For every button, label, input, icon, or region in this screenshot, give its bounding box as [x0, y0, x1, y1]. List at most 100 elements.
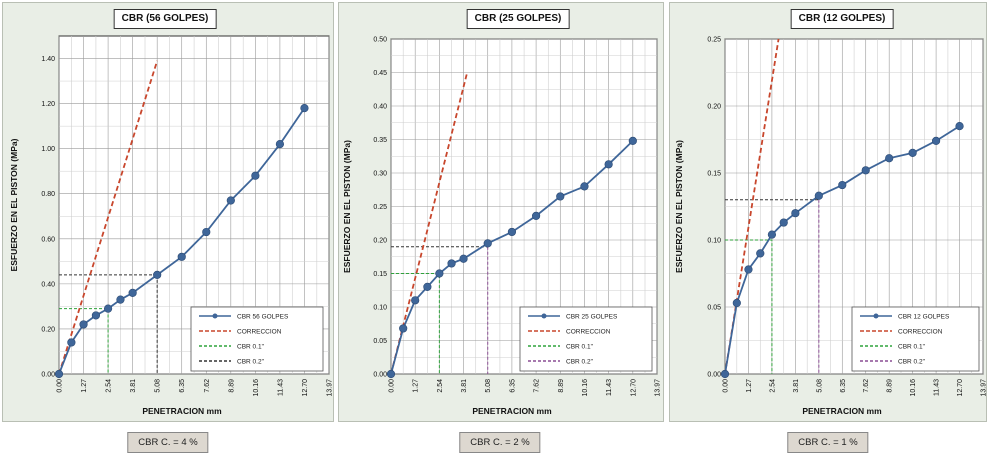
- x-tick-label: 3.81: [793, 379, 800, 393]
- x-tick-label: 3.81: [130, 379, 137, 393]
- data-point: [91, 311, 101, 320]
- legend-label: CBR 0.2": [898, 359, 926, 366]
- data-point: [507, 227, 517, 237]
- legend-label: CORRECCION: [237, 329, 282, 336]
- data-point: [459, 254, 468, 263]
- correction-line: [58, 60, 159, 375]
- x-tick-label: 7.62: [204, 379, 211, 393]
- y-tick-label: 1.40: [41, 56, 55, 63]
- data-point: [275, 140, 285, 149]
- x-tick-label: 2.54: [769, 379, 776, 393]
- legend-box: [190, 306, 324, 372]
- y-axis-label: ESFUERZO EN EL PISTON (MPa): [674, 140, 684, 273]
- y-tick-label: 0.25: [373, 204, 387, 211]
- data-point: [386, 369, 396, 379]
- data-point: [423, 282, 432, 292]
- data-point: [202, 227, 211, 237]
- cbr-01-guide: [59, 308, 109, 374]
- data-point: [720, 369, 730, 379]
- data-point: [116, 295, 125, 304]
- x-tick-label: 8.89: [558, 379, 565, 393]
- correction-line: [390, 72, 469, 375]
- x-tick-label: 5.08: [155, 379, 162, 393]
- cbr-chart-56-golpes: 0.00 0.20 0.40 0.60 0.80 1.00 1.20 1.40 0.00 1.27…: [9, 35, 334, 416]
- x-tick-label: 5.08: [485, 379, 492, 393]
- data-point: [580, 182, 589, 191]
- y-tick-label: 0.10: [373, 305, 387, 312]
- legend-label: CBR 25 GOLPES: [566, 314, 618, 321]
- x-tick-label: 11.43: [606, 379, 613, 396]
- data-point: [128, 288, 137, 297]
- x-axis-label: PENETRACION mm: [472, 406, 552, 416]
- y-tick-label: 0.20: [373, 238, 387, 245]
- x-tick-label: 2.54: [106, 379, 113, 393]
- x-tick-label: 11.43: [934, 379, 941, 396]
- legend-label: CBR 12 GOLPES: [898, 314, 950, 321]
- y-axis-label: ESFUERZO EN EL PISTON (MPa): [9, 138, 19, 271]
- data-point: [435, 269, 444, 278]
- data-point: [54, 369, 64, 379]
- data-point: [447, 259, 456, 268]
- x-tick-label: 1.27: [413, 379, 420, 393]
- y-tick-label: 0.50: [373, 37, 387, 44]
- data-point: [556, 192, 565, 201]
- legend-box: [519, 306, 653, 372]
- y-tick-label: 0.20: [41, 326, 55, 333]
- data-point: [103, 304, 113, 313]
- x-tick-label: 10.16: [910, 379, 917, 397]
- y-axis-label: ESFUERZO EN EL PISTON (MPa): [342, 140, 352, 273]
- data-point: [885, 154, 894, 163]
- y-tick-label: 0.30: [373, 171, 387, 178]
- x-tick-label: 1.27: [81, 379, 88, 393]
- data-point: [767, 230, 777, 239]
- legend-label: CORRECCION: [898, 329, 943, 336]
- x-tick-label: 13.97: [981, 379, 988, 397]
- cbr-result-56-golpes: CBR C. = 4 %: [127, 432, 209, 453]
- data-point: [177, 252, 186, 261]
- x-tick-label: 5.08: [816, 379, 823, 393]
- cbr-chart-25-golpes: 0.00 0.05 0.10 0.15 0.20 0.25 0.30 0.35 0.40 0.45…: [342, 37, 662, 417]
- legend-label: CBR 56 GOLPES: [237, 314, 289, 321]
- y-tick-label: 0.00: [41, 372, 55, 379]
- data-point: [838, 180, 847, 190]
- x-tick-label: 10.16: [582, 379, 589, 397]
- x-tick-label: 6.35: [509, 379, 516, 393]
- legend-marker: [873, 313, 879, 319]
- data-point: [628, 136, 637, 145]
- data-point: [251, 171, 260, 180]
- legend-label: CBR 0.1": [237, 344, 265, 351]
- x-tick-label: 0.00: [723, 379, 730, 393]
- data-point: [861, 166, 870, 175]
- x-tick-label: 8.89: [887, 379, 894, 393]
- legend-marker: [541, 313, 547, 319]
- chart-title: CBR (25 GOLPES): [466, 9, 570, 29]
- cbr-result-12-golpes: CBR C. = 1 %: [787, 432, 869, 453]
- y-tick-label: 0.10: [707, 238, 721, 245]
- x-tick-label: 2.54: [437, 379, 444, 393]
- data-point: [226, 196, 235, 205]
- data-point: [955, 121, 964, 131]
- x-tick-label: 7.62: [863, 379, 870, 393]
- y-tick-label: 0.05: [707, 305, 721, 312]
- x-tick-label: 0.00: [57, 379, 64, 393]
- x-tick-label: 6.35: [840, 379, 847, 393]
- data-point: [300, 104, 309, 113]
- x-tick-label: 1.27: [746, 379, 753, 393]
- cbr-chart-12-golpes: 0.00 0.05 0.10 0.15 0.20 0.25 0.00 1.27 2.54 3.81…: [674, 37, 988, 417]
- y-tick-label: 0.20: [707, 104, 721, 111]
- y-tick-label: 0.05: [373, 338, 387, 345]
- chart-panel-56-golpes: CBR (56 GOLPES) 0.00 0.20 0.40 0.60 0.80 1.00…: [2, 2, 334, 422]
- chart-panel-25-golpes: CBR (25 GOLPES) 0.00 0.05 0.10 0.15 0.20 0.25…: [338, 2, 664, 422]
- y-tick-label: 0.45: [373, 70, 387, 77]
- y-tick-label: 0.35: [373, 137, 387, 144]
- cbr-result-25-golpes: CBR C. = 2 %: [459, 432, 541, 453]
- data-point: [744, 265, 753, 274]
- legend-label: CBR 0.1": [566, 344, 594, 351]
- x-tick-label: 12.70: [957, 379, 964, 397]
- data-point: [411, 296, 420, 305]
- data-point: [908, 148, 917, 157]
- x-tick-label: 6.35: [179, 379, 186, 393]
- data-point: [531, 211, 541, 220]
- cbr-01-guide: [391, 273, 440, 374]
- data-point: [79, 320, 88, 329]
